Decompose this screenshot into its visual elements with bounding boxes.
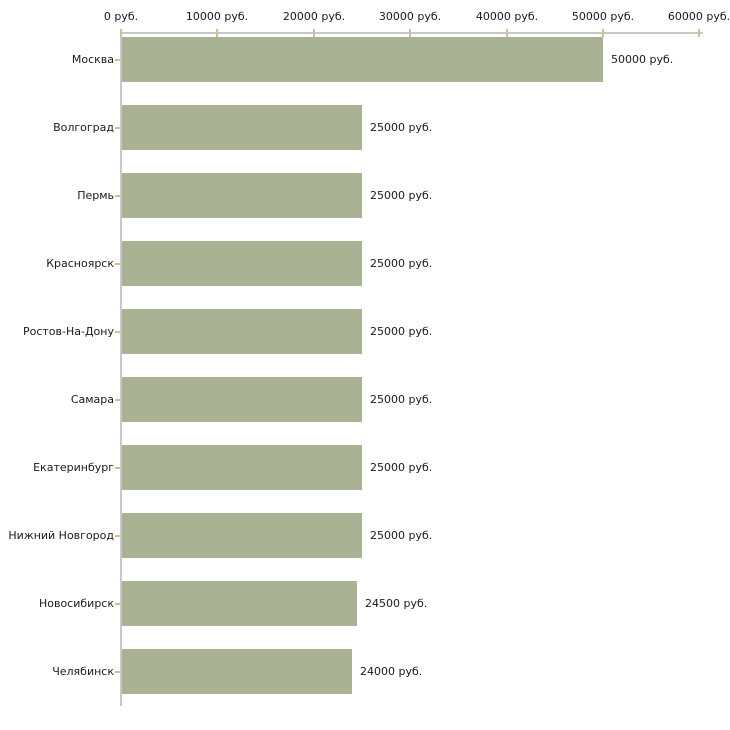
y-tick-mark bbox=[115, 535, 120, 537]
bar bbox=[122, 445, 362, 490]
x-axis-line bbox=[121, 32, 703, 34]
y-tick-mark bbox=[115, 59, 120, 61]
x-tick-label: 60000 руб. bbox=[667, 10, 730, 23]
y-tick-mark bbox=[115, 603, 120, 605]
category-label: Нижний Новгород bbox=[8, 529, 114, 542]
value-label: 24000 руб. bbox=[360, 665, 423, 678]
bar bbox=[122, 241, 362, 286]
category-label: Самара bbox=[70, 393, 114, 406]
category-label: Красноярск bbox=[46, 257, 114, 270]
x-tick-mark bbox=[409, 29, 411, 37]
x-tick-label: 0 руб. bbox=[103, 10, 139, 23]
x-tick-mark bbox=[698, 29, 700, 37]
x-tick-label: 30000 руб. bbox=[378, 10, 442, 23]
bar bbox=[122, 309, 362, 354]
x-tick-label: 10000 руб. bbox=[185, 10, 249, 23]
value-label: 25000 руб. bbox=[370, 529, 433, 542]
x-tick-label: 40000 руб. bbox=[475, 10, 539, 23]
category-label: Ростов-На-Дону bbox=[22, 325, 114, 338]
y-tick-mark bbox=[115, 263, 120, 265]
bar bbox=[122, 649, 352, 694]
category-label: Москва bbox=[71, 53, 114, 66]
value-label: 25000 руб. bbox=[370, 257, 433, 270]
y-tick-mark bbox=[115, 399, 120, 401]
bar bbox=[122, 37, 603, 82]
value-label: 25000 руб. bbox=[370, 461, 433, 474]
category-label: Пермь bbox=[77, 189, 114, 202]
x-tick-mark bbox=[216, 29, 218, 37]
bar bbox=[122, 581, 357, 626]
value-label: 24500 руб. bbox=[365, 597, 428, 610]
y-tick-mark bbox=[115, 467, 120, 469]
value-label: 25000 руб. bbox=[370, 393, 433, 406]
category-label: Волгоград bbox=[53, 121, 114, 134]
y-tick-mark bbox=[115, 127, 120, 129]
bar bbox=[122, 377, 362, 422]
value-label: 25000 руб. bbox=[370, 325, 433, 338]
value-label: 25000 руб. bbox=[370, 121, 433, 134]
category-label: Новосибирск bbox=[38, 597, 114, 610]
x-tick-mark bbox=[313, 29, 315, 37]
x-tick-mark bbox=[602, 29, 604, 37]
bar bbox=[122, 513, 362, 558]
x-tick-label: 50000 руб. bbox=[571, 10, 635, 23]
x-tick-label: 20000 руб. bbox=[282, 10, 346, 23]
value-label: 25000 руб. bbox=[370, 189, 433, 202]
bar bbox=[122, 173, 362, 218]
x-tick-mark bbox=[506, 29, 508, 37]
category-label: Челябинск bbox=[52, 665, 114, 678]
y-tick-mark bbox=[115, 195, 120, 197]
y-tick-mark bbox=[115, 671, 120, 673]
y-axis-line bbox=[120, 32, 122, 706]
value-label: 50000 руб. bbox=[611, 53, 674, 66]
y-tick-mark bbox=[115, 331, 120, 333]
category-label: Екатеринбург bbox=[33, 461, 114, 474]
x-tick-mark bbox=[120, 29, 122, 37]
bar bbox=[122, 105, 362, 150]
